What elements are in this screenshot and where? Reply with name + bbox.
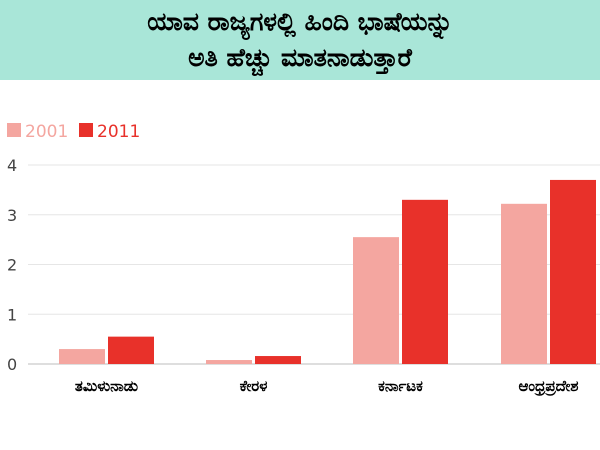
bar-chart: 2001 2011 0 1 2 3 4 ತಮಿಳುನಾಡು ಕೇರಳ ಕರ್ನಾ… bbox=[7, 122, 600, 396]
legend-swatch-2011 bbox=[79, 123, 93, 137]
legend-swatch-2001 bbox=[7, 123, 21, 137]
bar-2011 bbox=[402, 199, 448, 364]
legend: 2001 2011 bbox=[7, 122, 140, 142]
bar-2011 bbox=[255, 356, 301, 364]
y-tick-label: 3 bbox=[7, 206, 17, 225]
category-label: ಕೇರಳ bbox=[240, 377, 268, 395]
legend-label-2011: 2011 bbox=[97, 122, 140, 142]
title-line-2: ಅತಿ ಹೆಚ್ಚು ಮಾತನಾಡುತ್ತಾರೆ bbox=[188, 43, 412, 72]
category-label: ತಮಿಳುನಾಡು bbox=[75, 377, 138, 395]
x-axis-categories: ತಮಿಳುನಾಡು ಕೇರಳ ಕರ್ನಾಟಕ ಆಂಧ್ರಪ್ರದೇಶ bbox=[75, 377, 579, 396]
y-tick-label: 4 bbox=[7, 156, 17, 175]
bar-2001 bbox=[59, 349, 105, 364]
legend-label-2001: 2001 bbox=[25, 122, 68, 142]
category-label: ಆಂಧ್ರಪ್ರದೇಶ bbox=[518, 377, 578, 396]
bar-2001 bbox=[206, 360, 252, 364]
y-tick-label: 1 bbox=[7, 305, 17, 324]
bar-2001 bbox=[353, 237, 399, 364]
bar-2001 bbox=[501, 203, 547, 364]
category-label: ಕರ್ನಾಟಕ bbox=[378, 377, 423, 395]
title-line-1: ಯಾವ ರಾಜ್ಯಗಳಲ್ಲಿ ಹಿಂದಿ ಭಾಷೆಯನ್ನು bbox=[147, 7, 453, 36]
y-axis-ticks: 0 1 2 3 4 bbox=[7, 156, 17, 374]
bar-2011 bbox=[108, 336, 154, 364]
bars bbox=[59, 179, 596, 364]
y-tick-label: 0 bbox=[7, 355, 17, 374]
bar-2011 bbox=[550, 179, 596, 364]
chart-header: ಯಾವ ರಾಜ್ಯಗಳಲ್ಲಿ ಹಿಂದಿ ಭಾಷೆಯನ್ನು ಅತಿ ಹೆಚ್… bbox=[0, 0, 600, 80]
y-tick-label: 2 bbox=[7, 256, 17, 275]
